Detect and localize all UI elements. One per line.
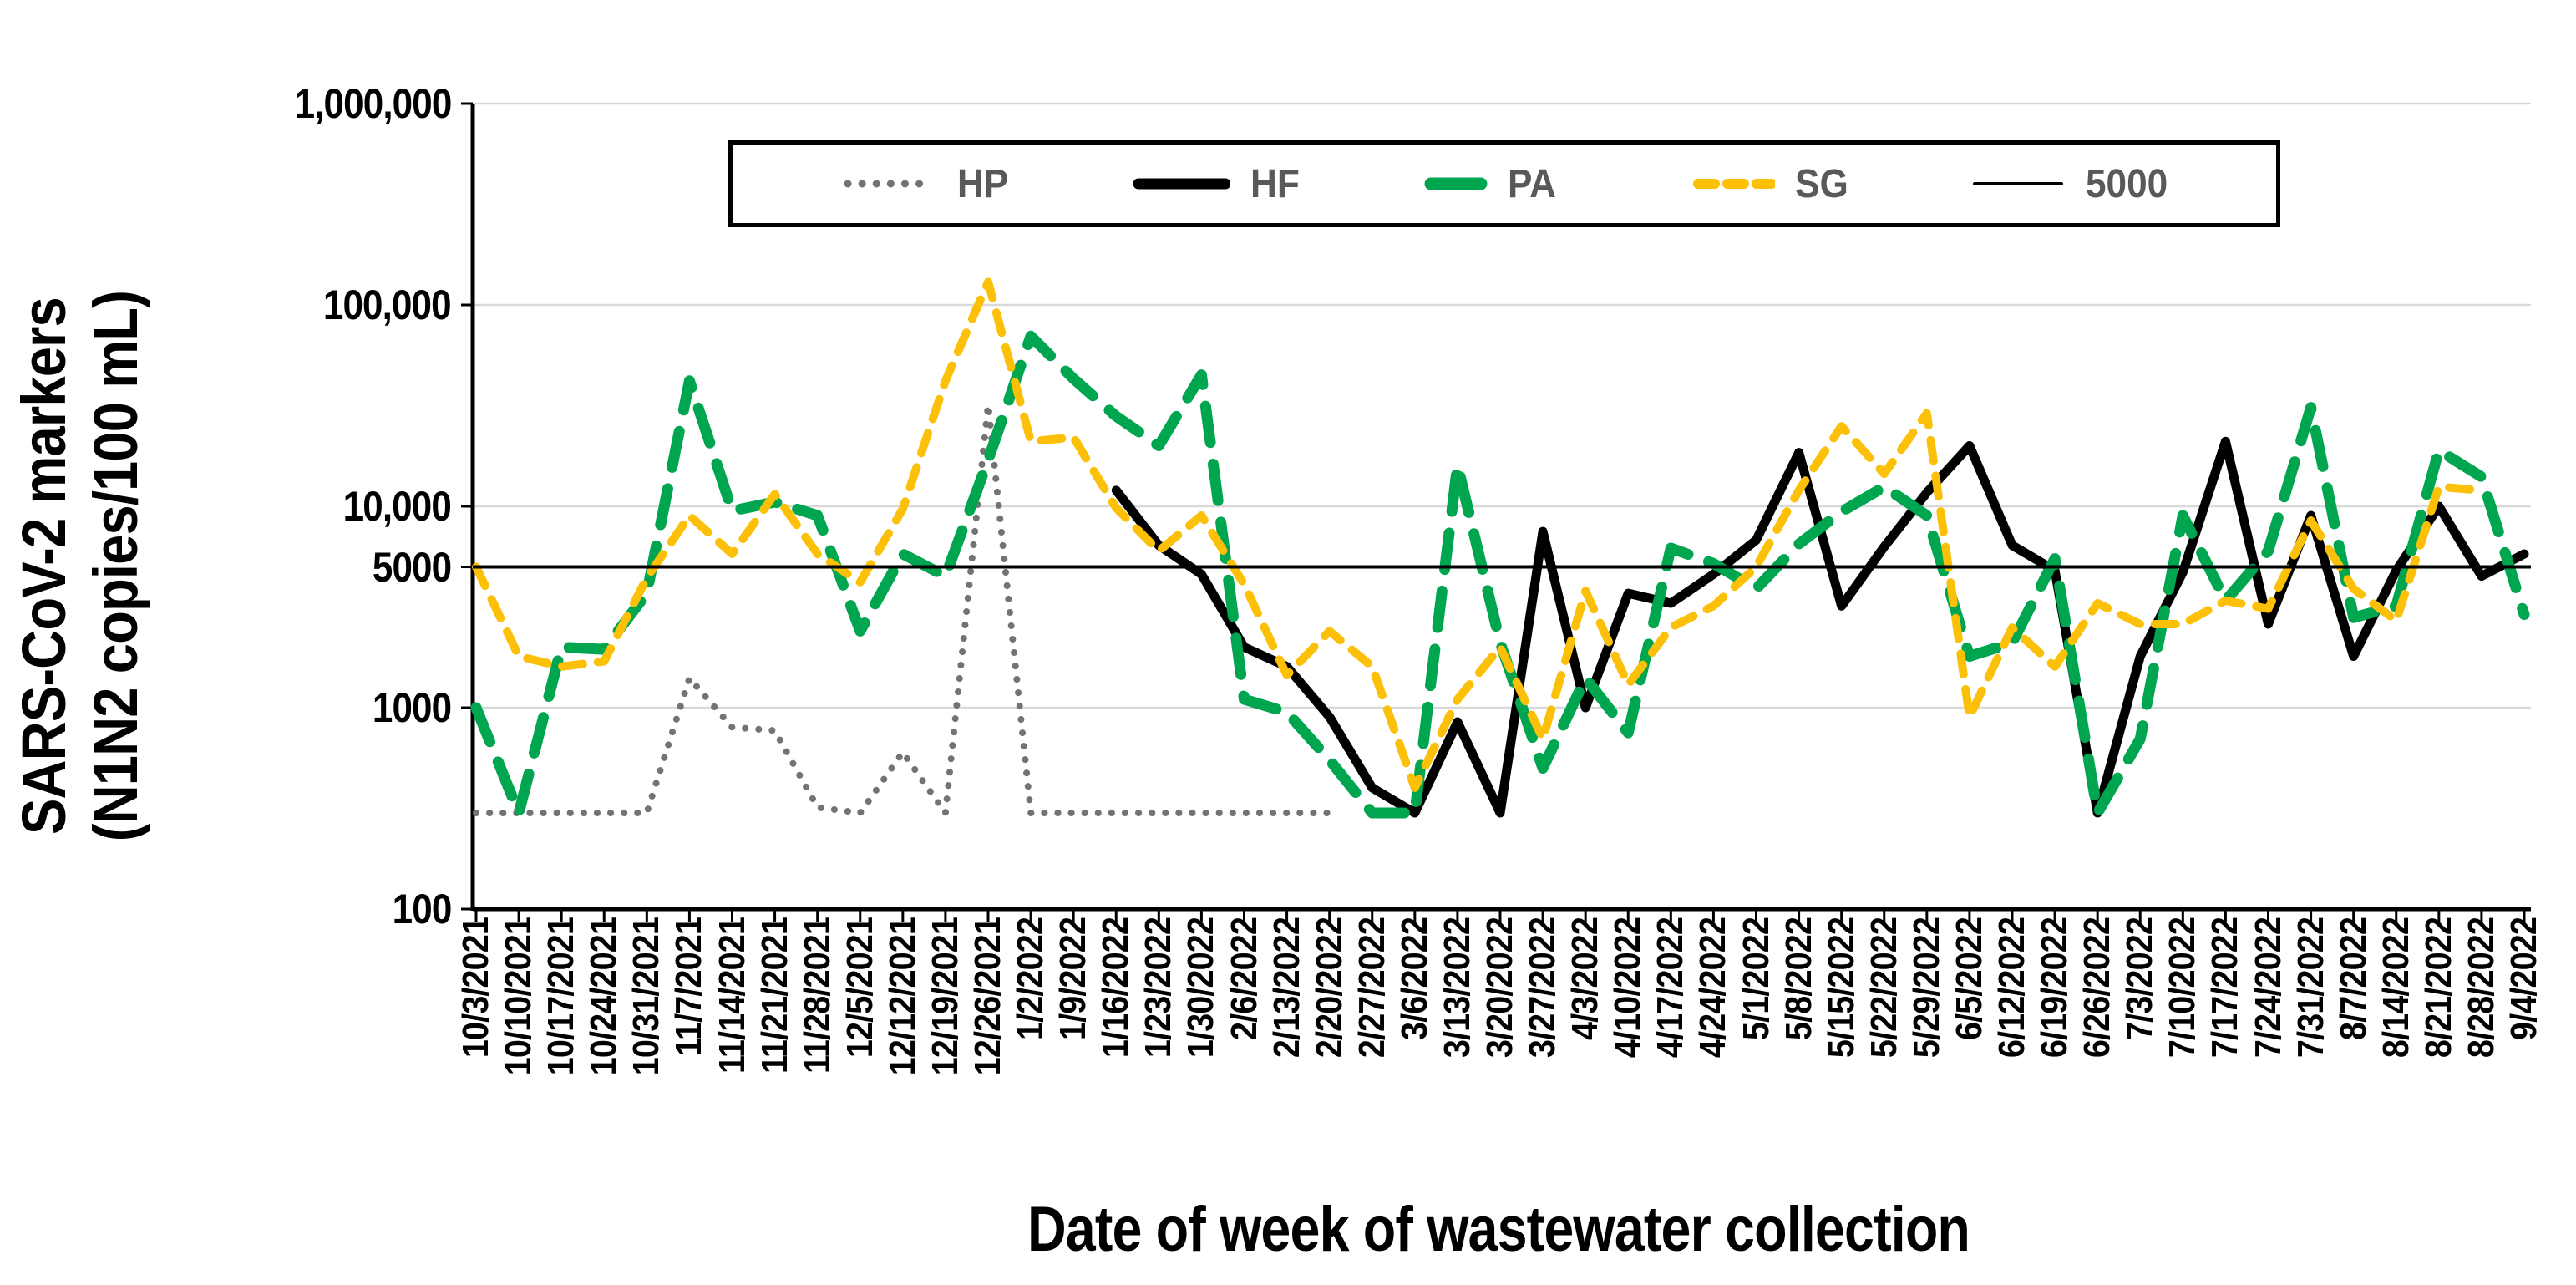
y-tick-label-1000: 1000 <box>372 684 452 731</box>
hf-solid-line-icon <box>1133 178 1230 190</box>
series-HF-line <box>1111 436 2529 818</box>
x-tick-label-8/28/2022: 8/28/2022 <box>2460 917 2502 1059</box>
threshold-line-icon <box>1973 182 2063 185</box>
x-tick-label-11/21/2021: 11/21/2021 <box>753 917 795 1074</box>
x-tick-label-12/19/2021: 12/19/2021 <box>924 917 966 1076</box>
legend: HP HF PA SG 5000 <box>728 140 2280 227</box>
pa-dash-line-icon <box>1424 177 1488 190</box>
x-tick-label-3/27/2022: 3/27/2022 <box>1522 917 1564 1059</box>
x-tick-label-6/5/2022: 6/5/2022 <box>1948 917 1990 1040</box>
x-tick-label-11/7/2021: 11/7/2021 <box>668 917 710 1056</box>
y-tick-label-5000: 5000 <box>372 543 452 591</box>
series-HP-line <box>473 401 1333 816</box>
x-tick-label-5/1/2022: 5/1/2022 <box>1735 917 1777 1040</box>
legend-item-hf: HF <box>1132 145 1304 223</box>
x-tick-label-1/30/2022: 1/30/2022 <box>1180 917 1222 1059</box>
series-SG-line <box>472 277 2486 792</box>
x-tick-label-4/3/2022: 4/3/2022 <box>1564 917 1606 1040</box>
x-tick-label-1/16/2022: 1/16/2022 <box>1095 917 1137 1059</box>
x-tick-label-5/29/2022: 5/29/2022 <box>1905 917 1947 1059</box>
hp-dotted-line-icon <box>844 180 936 188</box>
x-tick-label-10/17/2021: 10/17/2021 <box>540 917 582 1076</box>
x-tick-label-6/19/2022: 6/19/2022 <box>2034 917 2076 1059</box>
x-tick-label-1/2/2022: 1/2/2022 <box>1010 917 1052 1040</box>
x-tick-label-2/20/2022: 2/20/2022 <box>1308 917 1350 1059</box>
y-tick-label-1,000,000: 1,000,000 <box>294 80 452 127</box>
y-tick-label-100,000: 100,000 <box>323 282 452 328</box>
x-tick-label-5/22/2022: 5/22/2022 <box>1863 917 1904 1059</box>
legend-item-hp: HP <box>841 145 1013 223</box>
legend-item-pa: PA <box>1424 145 1560 223</box>
x-tick-label-8/21/2022: 8/21/2022 <box>2417 917 2459 1059</box>
x-tick-label-1/23/2022: 1/23/2022 <box>1138 917 1179 1059</box>
x-tick-label-10/31/2021: 10/31/2021 <box>626 917 667 1076</box>
x-tick-label-4/10/2022: 4/10/2022 <box>1607 917 1649 1059</box>
x-tick-label-12/26/2021: 12/26/2021 <box>967 917 1008 1076</box>
x-tick-label-3/13/2022: 3/13/2022 <box>1436 917 1478 1059</box>
x-tick-label-11/14/2021: 11/14/2021 <box>711 917 753 1074</box>
x-tick-label-5/8/2022: 5/8/2022 <box>1777 917 1819 1040</box>
x-tick-label-8/7/2022: 8/7/2022 <box>2332 917 2374 1040</box>
x-tick-label-4/17/2022: 4/17/2022 <box>1650 917 1691 1059</box>
x-tick-label-3/20/2022: 3/20/2022 <box>1479 917 1520 1059</box>
x-tick-label-8/14/2022: 8/14/2022 <box>2375 917 2416 1059</box>
y-axis-title: SARS-CoV-2 markers (N1N2 copies/100 mL) <box>8 195 163 937</box>
y-axis-title-line2: (N1N2 copies/100 mL) <box>81 291 150 842</box>
legend-item-5000: 5000 <box>1970 145 2175 223</box>
x-tick-label-7/31/2022: 7/31/2022 <box>2289 917 2331 1059</box>
legend-item-sg: SG <box>1691 145 1853 223</box>
legend-label-5000: 5000 <box>2086 161 2168 206</box>
legend-label-pa: PA <box>1508 161 1557 206</box>
x-tick-label-1/9/2022: 1/9/2022 <box>1052 917 1094 1040</box>
x-tick-label-10/24/2021: 10/24/2021 <box>583 917 625 1076</box>
x-tick-label-2/27/2022: 2/27/2022 <box>1351 917 1392 1059</box>
x-tick-label-7/17/2022: 7/17/2022 <box>2204 917 2246 1059</box>
x-tick-label-2/13/2022: 2/13/2022 <box>1265 917 1307 1059</box>
y-tick-label-100: 100 <box>392 886 452 932</box>
x-tick-label-3/6/2022: 3/6/2022 <box>1393 917 1435 1040</box>
legend-label-sg: SG <box>1795 161 1848 206</box>
series-PA-line <box>470 330 2530 819</box>
x-tick-label-11/28/2021: 11/28/2021 <box>796 917 838 1074</box>
sg-dash-line-icon <box>1693 179 1775 189</box>
x-tick-label-7/24/2022: 7/24/2022 <box>2247 917 2289 1059</box>
x-tick-label-7/10/2022: 7/10/2022 <box>2162 917 2203 1059</box>
x-tick-label-7/3/2022: 7/3/2022 <box>2119 917 2161 1040</box>
legend-label-hp: HP <box>957 161 1009 206</box>
x-tick-label-2/6/2022: 2/6/2022 <box>1223 917 1265 1040</box>
y-axis-title-line1: SARS-CoV-2 markers <box>9 297 79 836</box>
legend-label-hf: HF <box>1250 161 1300 206</box>
x-tick-label-6/26/2022: 6/26/2022 <box>2077 917 2118 1059</box>
x-tick-label-10/10/2021: 10/10/2021 <box>498 917 540 1076</box>
x-tick-label-12/5/2021: 12/5/2021 <box>839 917 880 1059</box>
x-axis-title: Date of week of wastewater collection <box>1027 1194 1970 1265</box>
x-tick-label-4/24/2022: 4/24/2022 <box>1692 917 1734 1059</box>
x-tick-label-10/3/2021: 10/3/2021 <box>455 917 496 1059</box>
y-tick-label-10,000: 10,000 <box>342 483 452 530</box>
x-tick-label-12/12/2021: 12/12/2021 <box>881 917 923 1076</box>
x-tick-label-5/15/2022: 5/15/2022 <box>1820 917 1862 1059</box>
x-tick-label-6/12/2022: 6/12/2022 <box>1991 917 2032 1059</box>
x-tick-label-9/4/2022: 9/4/2022 <box>2503 917 2544 1040</box>
